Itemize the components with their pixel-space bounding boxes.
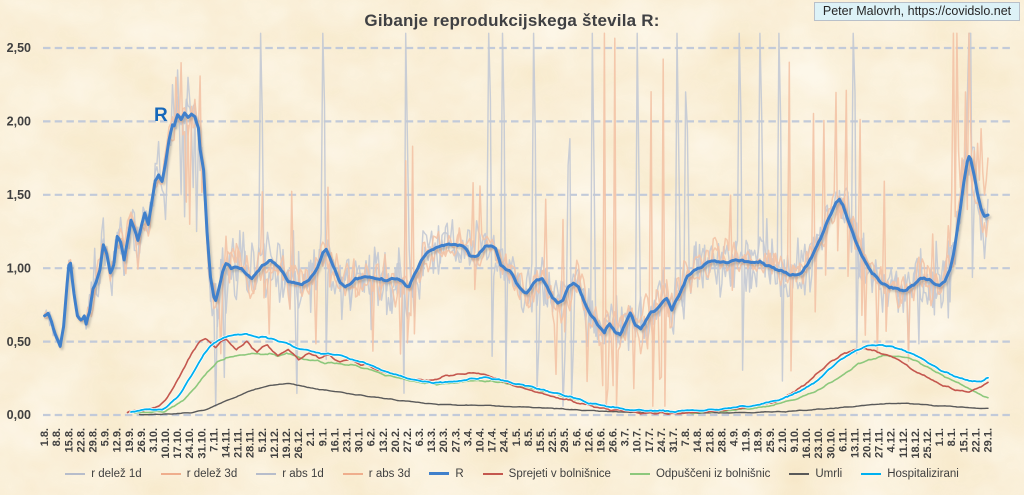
svg-text:30.10.: 30.10.	[825, 428, 837, 459]
svg-text:1,00: 1,00	[7, 261, 31, 275]
svg-text:9.10.: 9.10.	[789, 428, 801, 452]
svg-text:7.8.: 7.8.	[680, 428, 692, 446]
svg-text:20.2.: 20.2.	[390, 428, 402, 452]
svg-text:17.10.: 17.10.	[172, 428, 184, 459]
svg-text:4.9.: 4.9.	[729, 428, 741, 446]
svg-text:2,00: 2,00	[7, 115, 31, 129]
svg-text:10.7.: 10.7.	[632, 428, 644, 452]
svg-text:31.7.: 31.7.	[668, 428, 680, 452]
svg-text:7.11.: 7.11.	[208, 428, 220, 452]
svg-text:27.2.: 27.2.	[402, 428, 414, 452]
svg-text:21.8.: 21.8.	[704, 428, 716, 452]
svg-text:16.1.: 16.1.	[329, 428, 341, 452]
svg-text:19.12.: 19.12.	[281, 428, 293, 459]
svg-text:29.1.: 29.1.	[983, 428, 995, 452]
svg-text:5.9.: 5.9.	[100, 428, 112, 446]
svg-text:1.1.: 1.1.	[934, 428, 946, 446]
svg-text:23.10.: 23.10.	[813, 428, 825, 459]
svg-text:2,50: 2,50	[7, 41, 31, 55]
svg-text:6.2.: 6.2.	[366, 428, 378, 446]
svg-text:11.9.: 11.9.	[741, 428, 753, 452]
svg-text:8.5.: 8.5.	[523, 428, 535, 446]
svg-text:23.1.: 23.1.	[342, 428, 354, 452]
svg-text:22.8.: 22.8.	[75, 428, 87, 452]
svg-text:20.3.: 20.3.	[438, 428, 450, 452]
svg-text:4.12.: 4.12.	[886, 428, 898, 452]
svg-text:3.4.: 3.4.	[462, 428, 474, 446]
svg-text:13.3.: 13.3.	[426, 428, 438, 452]
svg-text:5.12.: 5.12.	[257, 428, 269, 452]
svg-text:6.11.: 6.11.	[837, 428, 849, 452]
svg-text:25.12.: 25.12.	[922, 428, 934, 459]
svg-text:18.9.: 18.9.	[753, 428, 765, 452]
svg-text:24.4.: 24.4.	[499, 428, 511, 452]
svg-text:15.1.: 15.1.	[958, 428, 970, 452]
svg-text:12.6.: 12.6.	[583, 428, 595, 452]
svg-text:2.10.: 2.10.	[777, 428, 789, 452]
svg-text:22.1.: 22.1.	[970, 428, 982, 452]
svg-text:1.5.: 1.5.	[511, 428, 523, 446]
svg-text:16.10.: 16.10.	[801, 428, 813, 459]
svg-text:29.5.: 29.5.	[559, 428, 571, 452]
svg-text:28.11.: 28.11.	[245, 428, 257, 458]
svg-text:14.11.: 14.11.	[221, 428, 233, 458]
svg-text:10.4.: 10.4.	[475, 428, 487, 452]
svg-text:18.12.: 18.12.	[910, 428, 922, 459]
svg-text:1.8.: 1.8.	[39, 428, 51, 446]
svg-text:19.6.: 19.6.	[596, 428, 608, 452]
svg-text:19.9.: 19.9.	[124, 428, 136, 452]
svg-text:12.12.: 12.12.	[269, 428, 281, 459]
svg-text:9.1.: 9.1.	[317, 428, 329, 446]
svg-text:6.3.: 6.3.	[414, 428, 426, 446]
svg-text:24.7.: 24.7.	[656, 428, 668, 452]
svg-text:25.9.: 25.9.	[765, 428, 777, 452]
svg-text:17.7.: 17.7.	[644, 428, 656, 452]
svg-text:26.6.: 26.6.	[608, 428, 620, 452]
svg-text:22.5.: 22.5.	[547, 428, 559, 452]
svg-text:11.12.: 11.12.	[898, 428, 910, 458]
svg-text:29.8.: 29.8.	[88, 428, 100, 452]
svg-text:10.10.: 10.10.	[160, 428, 172, 459]
svg-text:24.10.: 24.10.	[184, 428, 196, 459]
svg-text:8.8.: 8.8.	[51, 428, 63, 446]
svg-text:1,50: 1,50	[7, 188, 31, 202]
svg-text:0,00: 0,00	[7, 408, 31, 422]
svg-text:2.1.: 2.1.	[305, 428, 317, 446]
svg-text:21.11.: 21.11.	[233, 428, 245, 458]
svg-text:14.8.: 14.8.	[692, 428, 704, 452]
svg-text:27.3.: 27.3.	[450, 428, 462, 452]
svg-text:15.8.: 15.8.	[63, 428, 75, 452]
svg-text:R: R	[154, 105, 168, 126]
svg-text:3.10.: 3.10.	[148, 428, 160, 452]
svg-text:20.11.: 20.11.	[862, 428, 874, 458]
svg-text:17.4.: 17.4.	[487, 428, 499, 452]
svg-text:15.5.: 15.5.	[535, 428, 547, 452]
svg-text:30.1.: 30.1.	[354, 428, 366, 452]
svg-text:12.9.: 12.9.	[112, 428, 124, 452]
svg-text:8.1.: 8.1.	[946, 428, 958, 446]
svg-text:27.11.: 27.11.	[874, 428, 886, 458]
svg-text:26.9.: 26.9.	[136, 428, 148, 452]
svg-text:0,50: 0,50	[7, 335, 31, 349]
svg-text:3.7.: 3.7.	[620, 428, 632, 446]
svg-text:13.11.: 13.11.	[850, 428, 862, 458]
svg-text:28.8.: 28.8.	[716, 428, 728, 452]
svg-text:31.10.: 31.10.	[196, 428, 208, 459]
svg-text:5.6.: 5.6.	[571, 428, 583, 446]
svg-text:26.12.: 26.12.	[293, 428, 305, 459]
svg-text:13.2.: 13.2.	[378, 428, 390, 452]
